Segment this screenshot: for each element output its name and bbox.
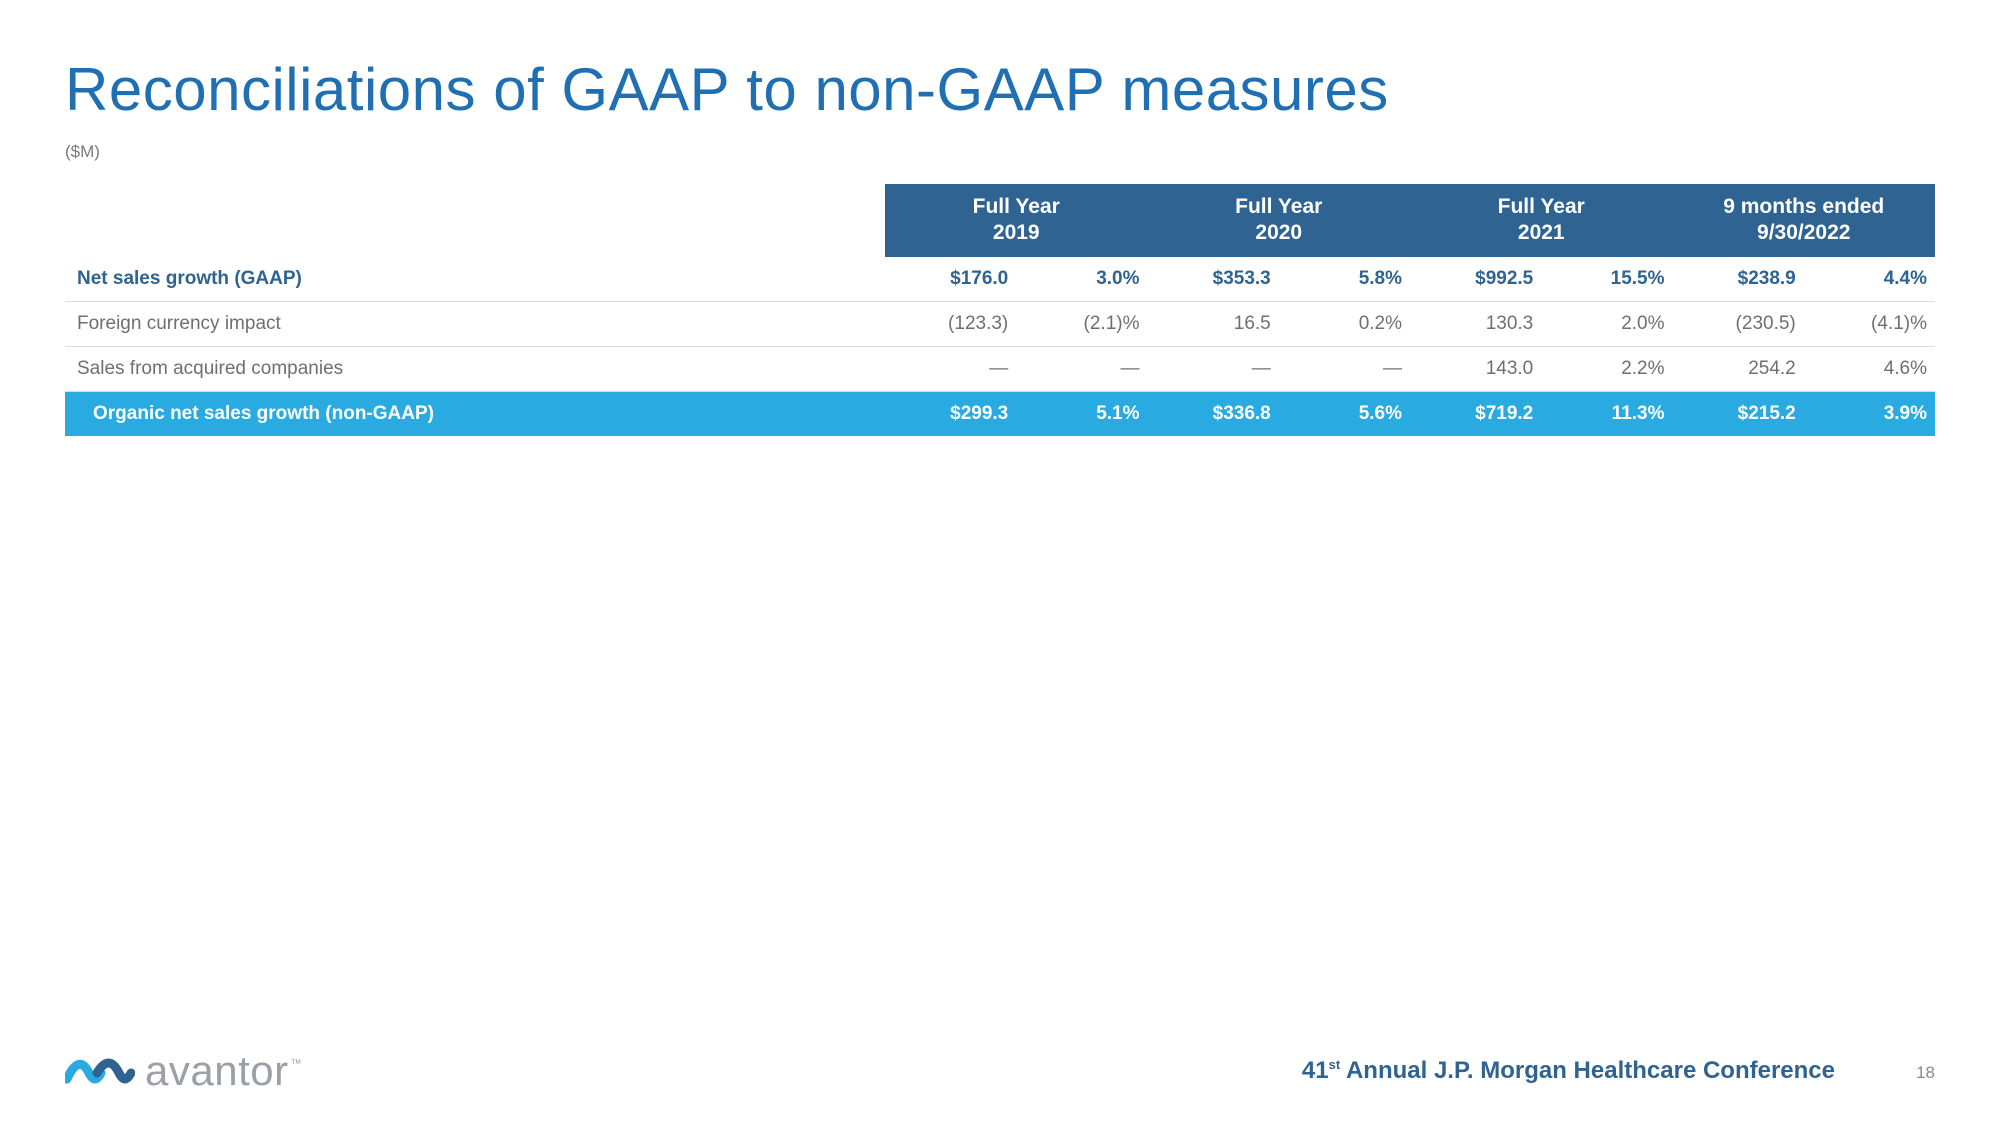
cell: 4.6% [1804,346,1935,391]
cell: 11.3% [1541,391,1672,436]
cell: 3.9% [1804,391,1935,436]
brand-name: avantor™ [145,1047,300,1095]
row-label: Organic net sales growth (non-GAAP) [65,391,885,436]
cell: — [1279,346,1410,391]
cell: $336.8 [1148,391,1279,436]
conference-label: 41st Annual J.P. Morgan Healthcare Confe… [1302,1057,1835,1085]
cell: $215.2 [1673,391,1804,436]
cell: 130.3 [1410,301,1541,346]
cell: $719.2 [1410,391,1541,436]
cell: $238.9 [1673,257,1804,302]
unit-label: ($M) [65,142,1935,162]
cell: 3.0% [1016,257,1147,302]
cell: — [885,346,1016,391]
cell: — [1016,346,1147,391]
table-row: Sales from acquired companies————143.02.… [65,346,1935,391]
table-row: Organic net sales growth (non-GAAP)$299.… [65,391,1935,436]
header-blank [65,184,885,257]
cell: 2.2% [1541,346,1672,391]
cell: 5.1% [1016,391,1147,436]
row-label: Sales from acquired companies [65,346,885,391]
cell: (4.1)% [1804,301,1935,346]
cell: (2.1)% [1016,301,1147,346]
cell: 0.2% [1279,301,1410,346]
table-row: Foreign currency impact(123.3)(2.1)%16.5… [65,301,1935,346]
cell: 2.0% [1541,301,1672,346]
cell: $299.3 [885,391,1016,436]
cell: 5.6% [1279,391,1410,436]
page-number: 18 [1895,1063,1935,1083]
brand-logo: avantor™ [65,1047,300,1095]
cell: $992.5 [1410,257,1541,302]
cell: (123.3) [885,301,1016,346]
cell: $176.0 [885,257,1016,302]
cell: 15.5% [1541,257,1672,302]
cell: 16.5 [1148,301,1279,346]
cell: (230.5) [1673,301,1804,346]
cell: 143.0 [1410,346,1541,391]
col-header: 9 months ended9/30/2022 [1673,184,1936,257]
row-label: Foreign currency impact [65,301,885,346]
slide-title: Reconciliations of GAAP to non-GAAP meas… [65,55,1935,124]
table-header-row: Full Year2019 Full Year2020 Full Year202… [65,184,1935,257]
row-label: Net sales growth (GAAP) [65,257,885,302]
col-header: Full Year2021 [1410,184,1673,257]
brand-mark-icon [65,1049,135,1093]
cell: — [1148,346,1279,391]
cell: $353.3 [1148,257,1279,302]
cell: 254.2 [1673,346,1804,391]
col-header: Full Year2020 [1148,184,1411,257]
cell: 4.4% [1804,257,1935,302]
col-header: Full Year2019 [885,184,1148,257]
table-row: Net sales growth (GAAP)$176.03.0%$353.35… [65,257,1935,302]
reconciliation-table: Full Year2019 Full Year2020 Full Year202… [65,184,1935,436]
cell: 5.8% [1279,257,1410,302]
